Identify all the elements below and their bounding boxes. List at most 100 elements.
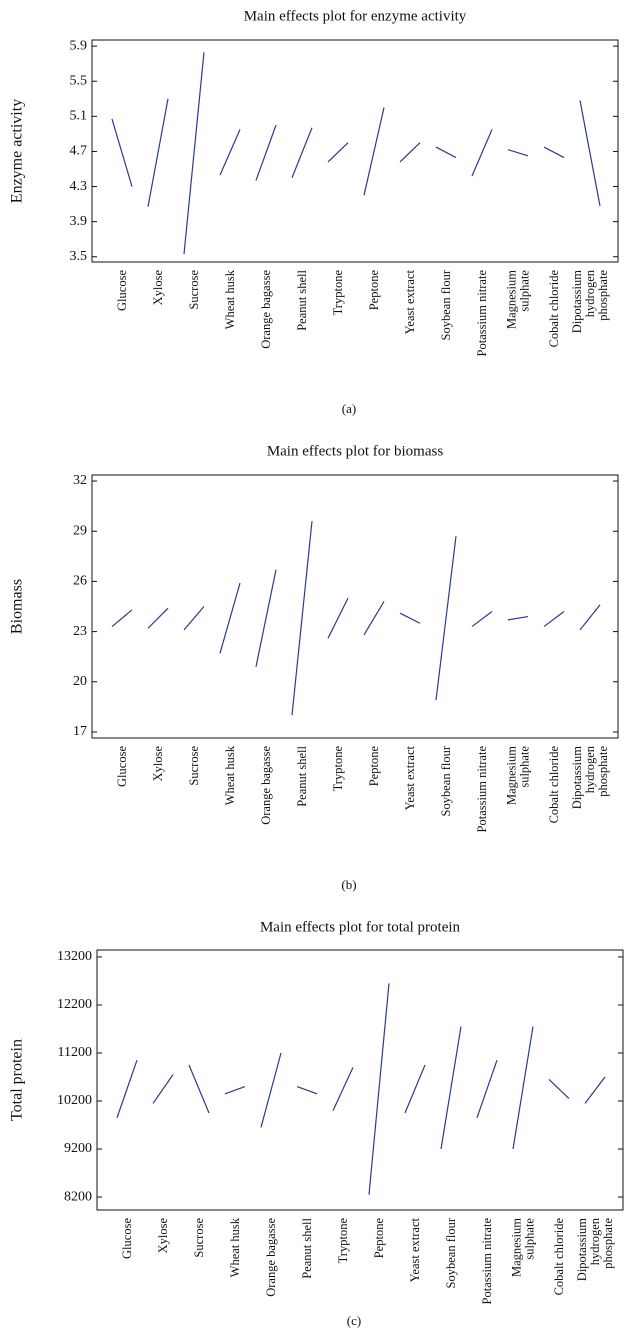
x-tick-label: Magnesium (505, 270, 519, 329)
effect-segment (368, 983, 390, 1195)
effect-segment (512, 1026, 534, 1150)
effect-segment (579, 604, 601, 631)
y-tick-label: 8200 (64, 1189, 92, 1204)
x-tick-label: Cobalt chloride (547, 746, 561, 824)
chart-title: Main effects plot for biomass (267, 443, 444, 459)
effect-segment (255, 124, 277, 181)
x-tick-label: Xylose (151, 270, 165, 306)
x-tick-label: Dipotassium (575, 1218, 589, 1281)
y-tick-label: 20 (73, 674, 87, 689)
x-tick-label: Glucose (115, 270, 129, 311)
x-tick-label: Wheat husk (223, 745, 237, 805)
x-tick-label: Sucrose (192, 1218, 206, 1258)
effect-segment (147, 98, 169, 207)
effect-segment (435, 146, 457, 159)
x-tick-label: sulphate (518, 270, 532, 312)
x-tick-label: Orange bagasse (259, 270, 273, 349)
y-tick-label: 3.9 (70, 214, 88, 229)
y-axis-label: Biomass (9, 579, 26, 634)
effect-segment (152, 1074, 174, 1104)
effect-segment (260, 1052, 282, 1128)
effect-segment (363, 107, 385, 196)
y-tick-label: 12200 (57, 997, 92, 1012)
x-tick-label: Peanut shell (295, 745, 309, 806)
effect-segment (219, 129, 241, 176)
x-tick-label: Magnesium (510, 1218, 524, 1277)
effect-segment (543, 146, 565, 159)
effect-segment (440, 1026, 462, 1150)
effect-segment (296, 1086, 318, 1095)
x-tick-label: Wheat husk (228, 1217, 242, 1277)
effect-segment (404, 1064, 426, 1114)
effect-segment (435, 536, 457, 701)
effect-segment (584, 1076, 606, 1104)
panel-label: (c) (347, 1313, 361, 1328)
effect-segment (548, 1078, 570, 1100)
effect-segment (188, 1064, 210, 1114)
effect-segment (183, 52, 205, 255)
x-tick-label: Cobalt chloride (552, 1218, 566, 1296)
x-tick-label: Xylose (156, 1218, 170, 1254)
x-tick-label: sulphate (523, 1218, 537, 1260)
effect-segment (219, 582, 241, 654)
x-tick-label: Potassium nitrate (475, 270, 489, 357)
plot-frame (91, 474, 619, 739)
y-axis-label: Total protein (9, 1039, 26, 1121)
effect-segment (579, 100, 601, 206)
x-tick-label: Peptone (367, 270, 381, 311)
y-tick-label: 32 (73, 473, 87, 488)
effect-segment (399, 142, 421, 163)
effect-segment (476, 1059, 498, 1119)
x-tick-label: phosphate (601, 1218, 615, 1269)
effect-segment (111, 118, 133, 187)
x-tick-label: Tryptone (331, 270, 345, 316)
panel-label: (a) (342, 401, 356, 416)
y-tick-label: 23 (73, 624, 87, 639)
y-tick-label: 11200 (58, 1045, 92, 1060)
x-tick-label: Soybean flour (439, 269, 453, 340)
x-tick-label: phosphate (596, 746, 610, 797)
x-tick-label: Sucrose (187, 270, 201, 310)
x-tick-label: Peanut shell (300, 1217, 314, 1278)
x-tick-label: Magnesium (505, 746, 519, 805)
effect-segment (399, 612, 421, 624)
x-tick-label: Glucose (115, 746, 129, 787)
effect-segment (363, 601, 385, 636)
x-tick-label: Dipotassium (570, 270, 584, 333)
x-tick-label: Sucrose (187, 746, 201, 786)
x-tick-label: Yeast extract (403, 269, 417, 334)
y-tick-label: 5.5 (70, 73, 88, 88)
effect-segment (471, 129, 493, 177)
x-tick-label: Yeast extract (403, 745, 417, 810)
effect-segment (291, 521, 313, 716)
x-tick-label: Yeast extract (408, 1217, 422, 1282)
plot-frame (96, 949, 624, 1211)
y-tick-label: 4.7 (70, 144, 88, 159)
x-tick-label: Glucose (120, 1218, 134, 1259)
x-tick-label: Dipotassium (570, 746, 584, 809)
y-tick-label: 29 (73, 523, 87, 538)
effect-segment (224, 1086, 246, 1095)
effect-segment (507, 149, 529, 157)
effect-segment (255, 569, 277, 667)
y-tick-label: 3.5 (70, 249, 88, 264)
y-tick-label: 9200 (64, 1141, 92, 1156)
x-tick-label: Tryptone (336, 1218, 350, 1264)
y-axis-label: Enzyme activity (9, 99, 26, 203)
panel-label: (b) (341, 877, 356, 892)
x-tick-label: Cobalt chloride (547, 270, 561, 348)
x-tick-label: Peptone (367, 746, 381, 787)
effect-segment (543, 611, 565, 628)
effect-segment (111, 609, 133, 628)
y-tick-label: 26 (73, 574, 87, 589)
x-tick-label: sulphate (518, 746, 532, 788)
effect-segment (507, 615, 529, 621)
x-tick-label: hydrogen (588, 1217, 602, 1265)
x-tick-label: hydrogen (583, 745, 597, 793)
effect-segment (116, 1059, 138, 1119)
x-tick-label: Wheat husk (223, 269, 237, 329)
x-tick-label: Potassium nitrate (480, 1218, 494, 1305)
effect-segment (183, 606, 205, 631)
